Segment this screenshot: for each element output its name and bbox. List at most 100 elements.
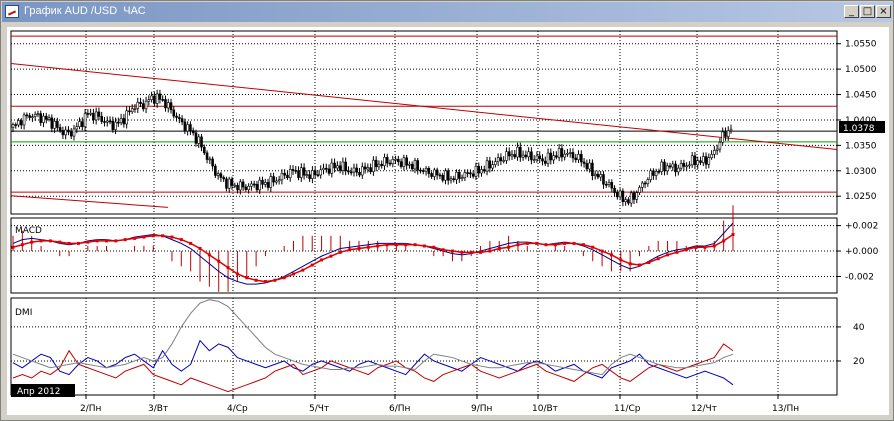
candle-body bbox=[255, 184, 259, 191]
candle-body bbox=[214, 165, 217, 176]
candle-body bbox=[516, 146, 519, 158]
macd-signal-point bbox=[30, 240, 34, 244]
macd-signal-point bbox=[67, 241, 71, 245]
candle-body bbox=[460, 177, 464, 180]
candle-body bbox=[169, 102, 173, 111]
candle-body bbox=[250, 183, 253, 187]
candle-body bbox=[280, 172, 284, 181]
candle-body bbox=[690, 155, 694, 166]
candle-body bbox=[510, 154, 514, 157]
dmi-panel-label: DMI bbox=[15, 308, 32, 318]
macd-signal-point bbox=[366, 245, 370, 249]
candle-body bbox=[175, 115, 178, 118]
macd-panel-label: MACD bbox=[15, 226, 42, 236]
macd-signal-point bbox=[161, 234, 165, 238]
candle-body bbox=[316, 174, 320, 177]
candle-body bbox=[155, 93, 159, 104]
candle-body bbox=[577, 153, 580, 161]
candle-body bbox=[618, 190, 622, 198]
candle-body bbox=[632, 192, 636, 200]
candle-body bbox=[424, 168, 428, 172]
candle-body bbox=[574, 157, 578, 161]
current-price-box bbox=[839, 121, 885, 133]
candle-body bbox=[111, 120, 115, 130]
candle-body bbox=[629, 192, 633, 204]
macd-signal-point bbox=[142, 235, 146, 239]
candle-body bbox=[277, 179, 281, 182]
candle-body bbox=[158, 93, 162, 100]
candle-body bbox=[67, 129, 70, 133]
macd-signal-point bbox=[413, 243, 417, 247]
candle-body bbox=[685, 165, 688, 168]
y-tick-label: 1.0350 bbox=[845, 141, 877, 151]
candle-body bbox=[388, 162, 392, 165]
y-tick-label: 1.0450 bbox=[845, 91, 877, 101]
candle-body bbox=[61, 130, 65, 136]
minimize-button[interactable]: _ bbox=[844, 5, 859, 18]
candle-body bbox=[258, 179, 262, 191]
candle-body bbox=[247, 185, 250, 190]
candle-body bbox=[297, 170, 300, 178]
macd-signal-point bbox=[581, 243, 585, 247]
candle-body bbox=[660, 161, 663, 172]
candle-body bbox=[291, 169, 295, 171]
macd-signal-point bbox=[684, 248, 688, 252]
candle-body bbox=[208, 158, 212, 161]
candle-body bbox=[718, 141, 722, 150]
candle-body bbox=[92, 112, 95, 121]
macd-signal-point bbox=[254, 278, 258, 282]
candle-body bbox=[197, 136, 201, 144]
candle-body bbox=[294, 170, 298, 172]
macd-signal-point bbox=[563, 241, 567, 245]
candle-body bbox=[69, 131, 73, 137]
candle-body bbox=[56, 121, 59, 128]
macd-signal-point bbox=[123, 238, 127, 242]
candle-body bbox=[189, 124, 192, 131]
candle-body bbox=[94, 111, 98, 121]
x-tick-label: 5/Чт bbox=[309, 404, 329, 414]
candle-body bbox=[688, 164, 691, 167]
macd-signal-point bbox=[572, 241, 576, 245]
candle-body bbox=[726, 130, 730, 137]
candle-body bbox=[724, 131, 727, 137]
candle-body bbox=[211, 158, 214, 167]
candle-body bbox=[322, 167, 325, 171]
candle-body bbox=[125, 110, 128, 125]
candle-body bbox=[519, 146, 522, 158]
candle-body bbox=[555, 155, 558, 158]
dmi-series-line bbox=[12, 339, 734, 386]
macd-signal-point bbox=[497, 247, 501, 251]
candle-body bbox=[313, 170, 317, 176]
candle-body bbox=[646, 179, 650, 184]
candle-body bbox=[652, 170, 655, 176]
candle-body bbox=[338, 165, 342, 171]
close-button[interactable]: × bbox=[876, 5, 891, 18]
candle-body bbox=[385, 157, 389, 164]
axis-layer: 2/Пн 3/Вт 4/Ср 5/Чт 6/Пн 9/Пн 10/Вт 11/Ср 12/Чт 1… bbox=[80, 40, 879, 414]
candle-body bbox=[47, 117, 51, 120]
candle-body bbox=[103, 121, 106, 123]
candle-body bbox=[640, 182, 644, 188]
macd-signal-point bbox=[731, 233, 735, 237]
candle-body bbox=[696, 160, 700, 166]
candle-body bbox=[557, 148, 561, 158]
maximize-button[interactable]: □ bbox=[860, 5, 875, 18]
candle-body bbox=[438, 174, 442, 177]
candle-body bbox=[496, 157, 500, 162]
candle-body bbox=[14, 124, 18, 126]
y-tick-label: 1.0300 bbox=[845, 167, 877, 177]
chart-canvas[interactable]: 2/Пн 3/Вт 4/Ср 5/Чт 6/Пн 9/Пн 10/Вт 11/Ср 12/Чт 1… bbox=[7, 27, 889, 415]
candle-body bbox=[654, 171, 658, 176]
title-bar[interactable]: График AUD /USD ЧАС _ □ × bbox=[2, 2, 892, 22]
macd-signal-point bbox=[525, 241, 529, 245]
candle-body bbox=[324, 167, 328, 170]
y-tick-label: +0.002 bbox=[845, 222, 878, 232]
candle-body bbox=[358, 171, 361, 176]
candle-body bbox=[100, 116, 104, 122]
macd-signal-point bbox=[329, 254, 333, 258]
candle-body bbox=[624, 199, 627, 202]
chart-area[interactable]: 2/Пн 3/Вт 4/Ср 5/Чт 6/Пн 9/Пн 10/Вт 11/Ср 12/Чт 1… bbox=[7, 27, 889, 415]
candle-body bbox=[710, 154, 713, 158]
candle-body bbox=[602, 174, 605, 185]
